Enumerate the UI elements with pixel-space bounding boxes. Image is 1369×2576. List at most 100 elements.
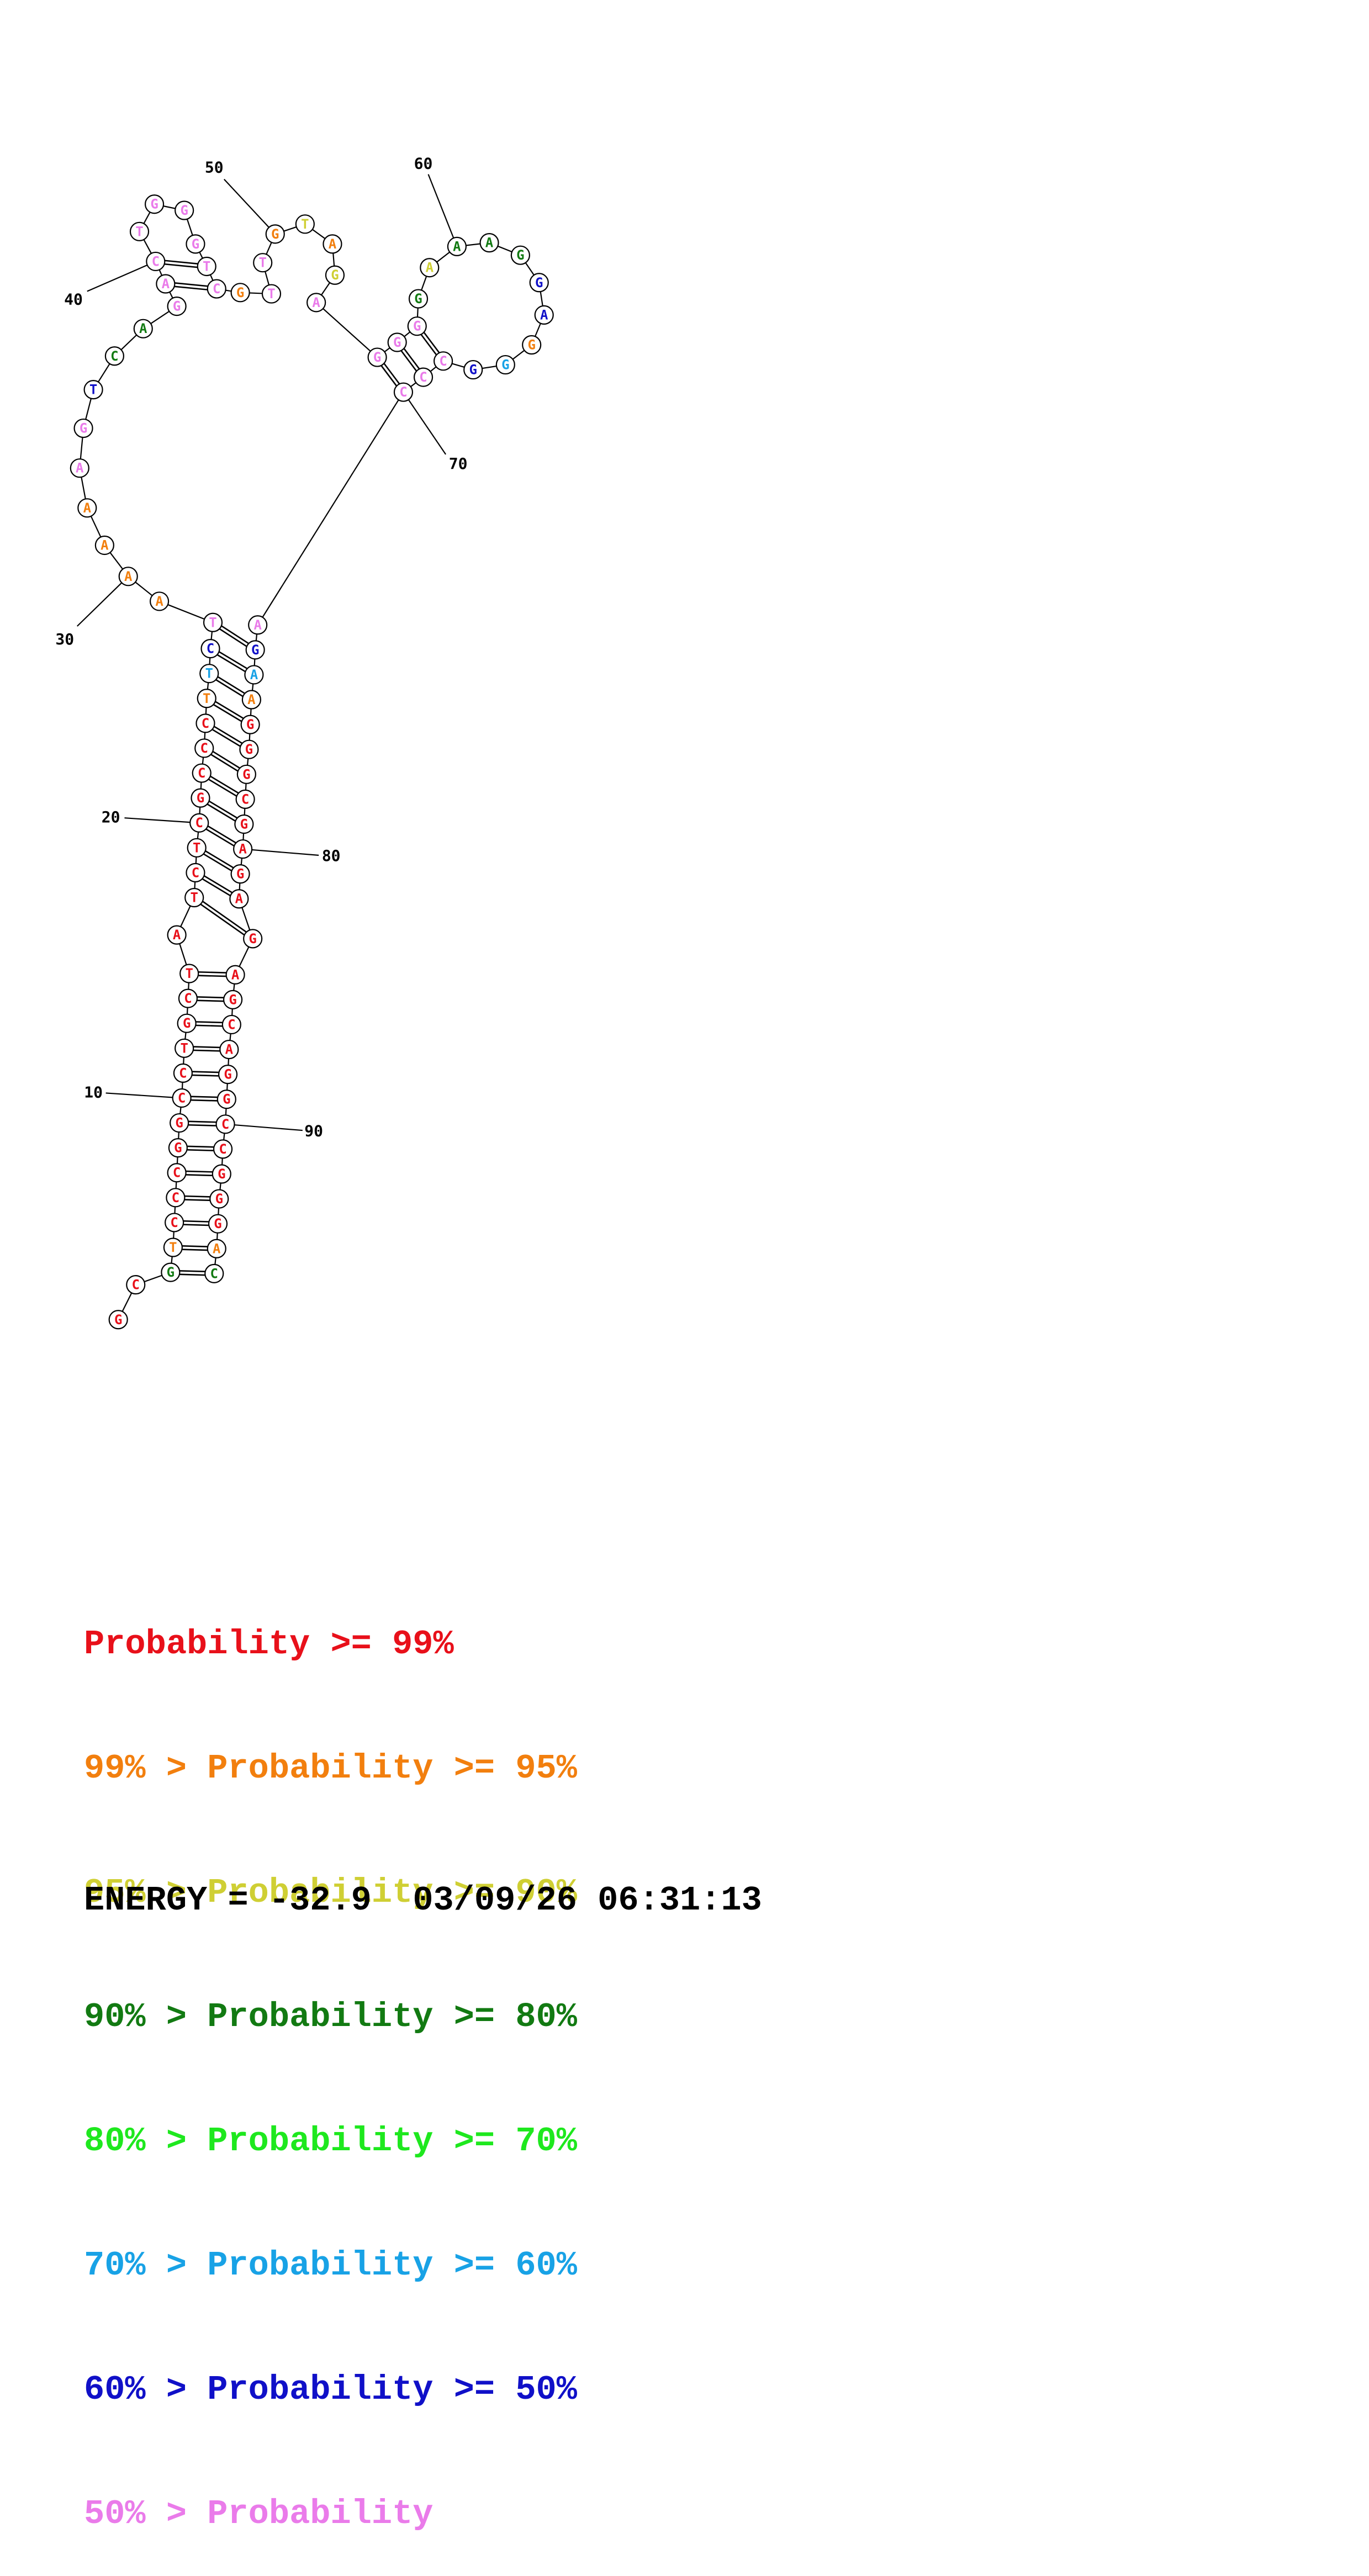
nucleotide: G [463, 359, 483, 380]
nucleotide-circle [144, 194, 165, 214]
nucleotide: C [186, 863, 205, 883]
nucleotide-circle [295, 214, 315, 234]
nucleotide-base: G [501, 357, 509, 373]
nucleotide-circle [177, 1013, 197, 1033]
nucleotide-base: C [241, 791, 249, 807]
nucleotide: G [167, 297, 187, 316]
nucleotide: T [184, 887, 204, 908]
nucleotide: G [208, 1214, 228, 1234]
nucleotide: C [146, 251, 166, 272]
nucleotide: A [133, 319, 153, 338]
nucleotide-circle [168, 1138, 188, 1158]
nucleotide: A [94, 535, 114, 556]
legend-prefix: 90% > [84, 1997, 208, 2037]
nucleotide-base: C [198, 765, 205, 781]
nucleotide-base: G [246, 717, 254, 732]
nucleotide-circle [479, 233, 499, 253]
legend-row-99: Probability >= 99% [84, 1623, 577, 1665]
nucleotide-circle [463, 359, 483, 380]
backbone-segment [257, 392, 404, 626]
nucleotide-base: C [192, 865, 199, 880]
timestamp: 03/09/26 06:31:13 [413, 1881, 762, 1920]
nucleotide-circle [265, 224, 285, 244]
nucleotide: G [230, 864, 250, 884]
nucleotide: G [108, 1310, 128, 1330]
position-label-layer: 10 20 30 40 50 60 70 80 90 [55, 155, 467, 1140]
nucleotide-circle [167, 925, 187, 945]
legend-text: Probability >= 60% [207, 2246, 577, 2285]
nucleotide: T [179, 964, 199, 983]
nucleotide-base: G [245, 742, 253, 757]
nucleotide-circle [165, 1213, 184, 1233]
nucleotide-base: T [193, 840, 200, 855]
nucleotide-base: C [172, 1190, 179, 1205]
nucleotide-circle [172, 1088, 192, 1108]
nucleotide-circle [184, 887, 204, 908]
nucleotide-base: G [373, 350, 381, 365]
nucleotide-base: A [453, 239, 461, 254]
legend-prefix: 99% > [84, 1749, 208, 1788]
nucleotide-circle [243, 929, 263, 949]
nucleotide: C [194, 738, 214, 758]
nucleotide: C [215, 1114, 235, 1134]
nucleotide: A [118, 567, 138, 586]
nucleotide-circle [216, 1089, 236, 1109]
nucleotide-base: G [183, 1015, 191, 1031]
nucleotide-base: T [258, 255, 266, 271]
position-label: 10 [84, 1083, 103, 1101]
nucleotide: C [173, 1063, 193, 1083]
nucleotide-base: C [195, 815, 203, 831]
nucleotide-base: A [329, 236, 337, 252]
base-pair-bond [194, 895, 255, 938]
nucleotide-base: A [162, 276, 170, 292]
nucleotide-circle [323, 234, 342, 254]
nucleotide: A [248, 615, 268, 635]
nucleotide: C [204, 1263, 224, 1283]
nucleotide-circle [212, 1164, 231, 1184]
legend-prefix: 95% > [84, 1873, 208, 1912]
nucleotide: A [167, 925, 187, 945]
nucleotide-circle [253, 253, 273, 273]
nucleotide-base: G [174, 1140, 182, 1156]
nucleotide-base: C [132, 1277, 140, 1293]
nucleotide-base: C [210, 1266, 218, 1281]
position-leader-line [124, 817, 199, 824]
nucleotide: G [186, 234, 205, 254]
nucleotide-circle [230, 864, 250, 884]
nucleotide-circle [149, 591, 170, 611]
nucleotide-base: A [213, 1241, 221, 1256]
nucleotide: C [126, 1275, 146, 1295]
nucleotide-base: G [251, 642, 259, 658]
nucleotide-base: G [271, 226, 279, 242]
position-leader-line [427, 174, 458, 247]
nucleotide-base: G [249, 931, 256, 946]
nucleotide-circle [179, 964, 199, 983]
nucleotide-base: G [240, 816, 248, 832]
nucleotide: A [479, 233, 499, 253]
nucleotide-circle [236, 764, 256, 784]
nucleotide-base: A [247, 692, 256, 707]
nucleotide-base: G [331, 267, 339, 283]
legend-row-95: 99% > Probability >= 95% [84, 1748, 577, 1789]
nucleotide: A [534, 305, 554, 325]
nucleotide: A [229, 889, 249, 909]
nucleotide-circle [173, 1063, 193, 1083]
position-leader-line [224, 178, 276, 235]
nucleotide: G [73, 418, 93, 438]
nucleotide: G [245, 640, 265, 660]
nucleotide-base: G [393, 335, 401, 350]
nucleotide-circle [175, 200, 194, 220]
nucleotide-base: T [190, 890, 198, 905]
nucleotide-circle [233, 839, 253, 859]
nucleotide-base: T [135, 224, 143, 239]
nucleotide: T [261, 284, 282, 304]
legend-row-70: 80% > Probability >= 70% [84, 2120, 577, 2162]
legend-prefix: 80% > [84, 2122, 208, 2161]
nucleotide-circle [167, 297, 187, 316]
legend-prefix: 50% > [84, 2494, 208, 2533]
legend-row-below-50: 50% > Probability [84, 2493, 577, 2535]
nucleotide-circle [70, 458, 89, 478]
nucleotide-base: G [527, 337, 535, 352]
nucleotide-base: G [236, 866, 244, 882]
position-label: 60 [414, 155, 433, 173]
